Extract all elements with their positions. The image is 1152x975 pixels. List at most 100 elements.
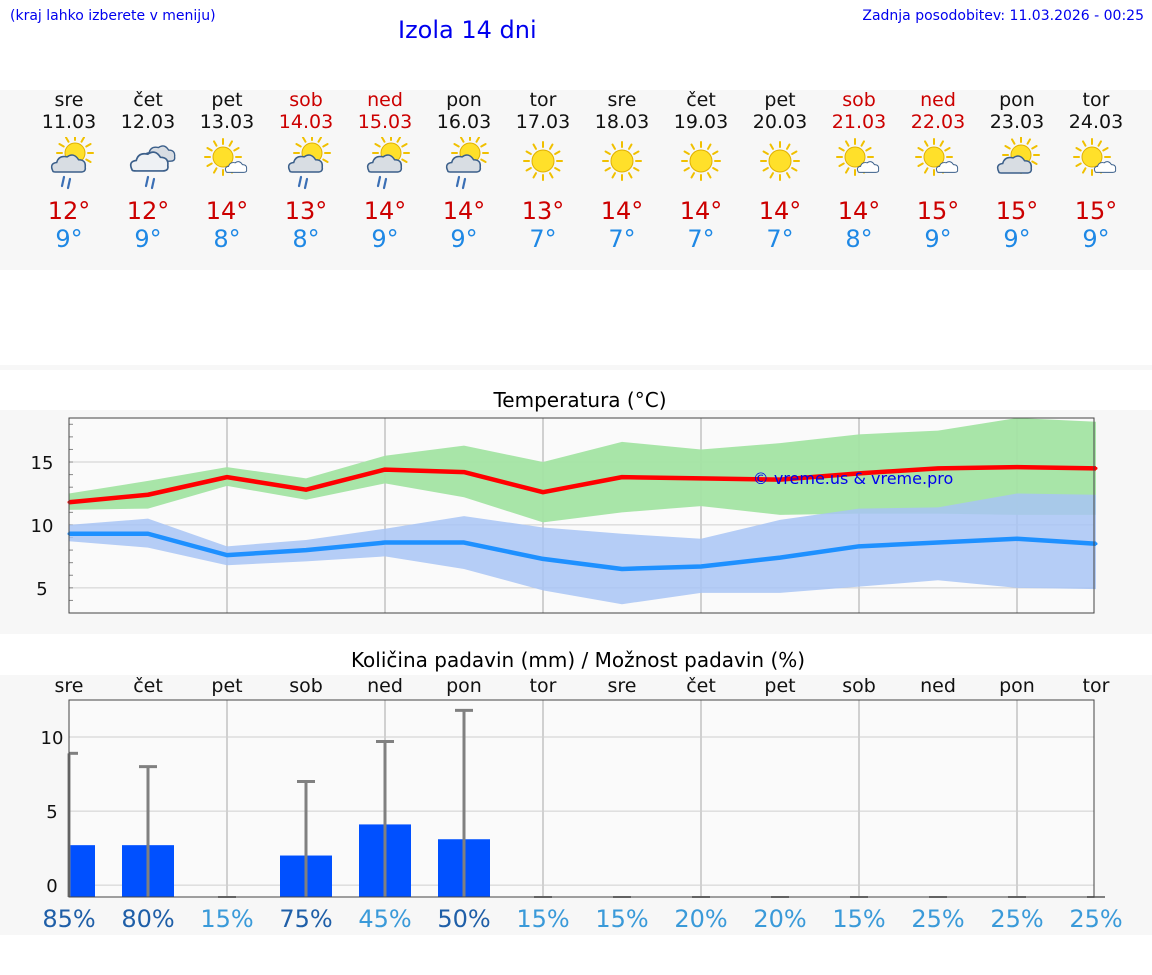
precip-probability: 15% [832, 905, 885, 933]
day-date: 21.03 [831, 111, 887, 133]
day-column: sre 18.03 14° 7° [582, 89, 662, 253]
day-column: ned 22.03 15° 9° [898, 89, 978, 253]
temp-min: 9° [1003, 225, 1031, 253]
forecast-band [0, 90, 1152, 270]
temp-min: 9° [371, 225, 399, 253]
partly-sunny-rain-icon [50, 137, 94, 190]
sun-small-cloud-icon [1073, 138, 1117, 176]
day-date: 17.03 [515, 111, 571, 133]
x-category-label: pon [999, 675, 1035, 697]
temp-max: 15° [916, 197, 960, 225]
day-column: sob 14.03 13° 8° [266, 89, 346, 253]
point-min [225, 553, 229, 557]
watermark: © vreme.us & vreme.pro [753, 469, 954, 488]
y-tick-label: 15 [31, 453, 54, 474]
temperature-title: Temperatura (°C) [492, 388, 666, 412]
precip-probability: 50% [437, 905, 490, 933]
precip-probability: 85% [42, 905, 95, 933]
sun-small-cloud-icon [836, 138, 880, 176]
point-max [857, 471, 861, 475]
sun-icon [681, 141, 721, 181]
precip-probability: 20% [674, 905, 727, 933]
y-tick-label: 5 [36, 579, 47, 600]
x-category-label: sre [55, 675, 84, 697]
temp-max: 14° [442, 197, 486, 225]
point-min [778, 556, 782, 560]
partly-sunny-rain-icon [445, 137, 489, 190]
temp-min: 9° [1082, 225, 1110, 253]
day-date: 12.03 [120, 111, 176, 133]
point-min [1015, 537, 1019, 541]
day-date: 13.03 [199, 111, 255, 133]
precip-probability: 25% [990, 905, 1043, 933]
point-min [462, 541, 466, 545]
point-min [304, 548, 308, 552]
day-column: sob 21.03 14° 8° [819, 89, 899, 253]
day-date: 16.03 [436, 111, 492, 133]
day-name: pet [211, 89, 243, 111]
point-max [383, 468, 387, 472]
temp-max: 15° [995, 197, 1039, 225]
line-min [69, 531, 1097, 572]
temp-max: 14° [758, 197, 802, 225]
day-name: sre [607, 89, 637, 111]
day-column: čet 19.03 14° 7° [661, 89, 741, 253]
day-date: 24.03 [1068, 111, 1124, 133]
sun-icon [602, 141, 642, 181]
page-title: Izola 14 dni [398, 16, 537, 44]
temp-max: 14° [363, 197, 407, 225]
point-max [1094, 466, 1098, 470]
temp-min: 8° [292, 225, 320, 253]
day-name: pet [764, 89, 796, 111]
temp-max: 14° [205, 197, 249, 225]
temp-max: 14° [837, 197, 881, 225]
x-category-label: sob [842, 675, 876, 697]
x-category-label: ned [367, 675, 403, 697]
precip-probability: 25% [911, 905, 964, 933]
point-max [778, 478, 782, 482]
temp-min: 8° [213, 225, 241, 253]
x-category-label: tor [1083, 675, 1110, 697]
precip-probability: 20% [753, 905, 806, 933]
temp-min: 7° [687, 225, 715, 253]
band-max [69, 418, 1096, 523]
point-min [620, 567, 624, 571]
precip-probability: 15% [516, 905, 569, 933]
point-min [699, 564, 703, 568]
temperature-chart: Temperatura (°C) 5 10 15 © vreme.us & vreme… [31, 388, 1098, 614]
temp-min: 7° [766, 225, 794, 253]
day-name: sre [54, 89, 84, 111]
point-max [304, 488, 308, 492]
day-column: pet 20.03 14° 7° [740, 89, 820, 253]
day-date: 23.03 [989, 111, 1045, 133]
day-date: 11.03 [41, 111, 97, 133]
point-max [1015, 465, 1019, 469]
precip-probability: 15% [595, 905, 648, 933]
temp-max: 13° [521, 197, 565, 225]
y-tick-label: 10 [41, 728, 64, 749]
separator [0, 365, 1152, 370]
x-category-label: pet [211, 675, 242, 697]
line-max [68, 464, 1097, 505]
precipitation-title: Količina padavin (mm) / Možnost padavin … [351, 648, 805, 672]
cloudy-rain-icon [129, 145, 176, 190]
point-min [1094, 542, 1098, 546]
x-category-label: sob [289, 675, 323, 697]
location-menu-hint: (kraj lahko izberete v meniju) [10, 8, 216, 24]
precip-bar [69, 845, 95, 897]
temp-max: 14° [679, 197, 723, 225]
day-name: pon [446, 89, 482, 111]
plot-area [69, 700, 1094, 897]
y-tick-label: 5 [46, 802, 57, 823]
y-tick-label: 10 [31, 516, 54, 537]
temp-min: 9° [55, 225, 83, 253]
last-update: Zadnja posodobitev: 11.03.2026 - 00:25 [862, 8, 1144, 24]
sun-small-cloud-icon [915, 138, 959, 176]
x-category-label: pon [446, 675, 482, 697]
point-max [541, 490, 545, 494]
sun-small-cloud-icon [204, 138, 248, 176]
partly-cloudy-icon [996, 137, 1040, 174]
day-name: čet [686, 89, 716, 111]
precip-probability: 80% [121, 905, 174, 933]
x-category-label: pet [764, 675, 795, 697]
